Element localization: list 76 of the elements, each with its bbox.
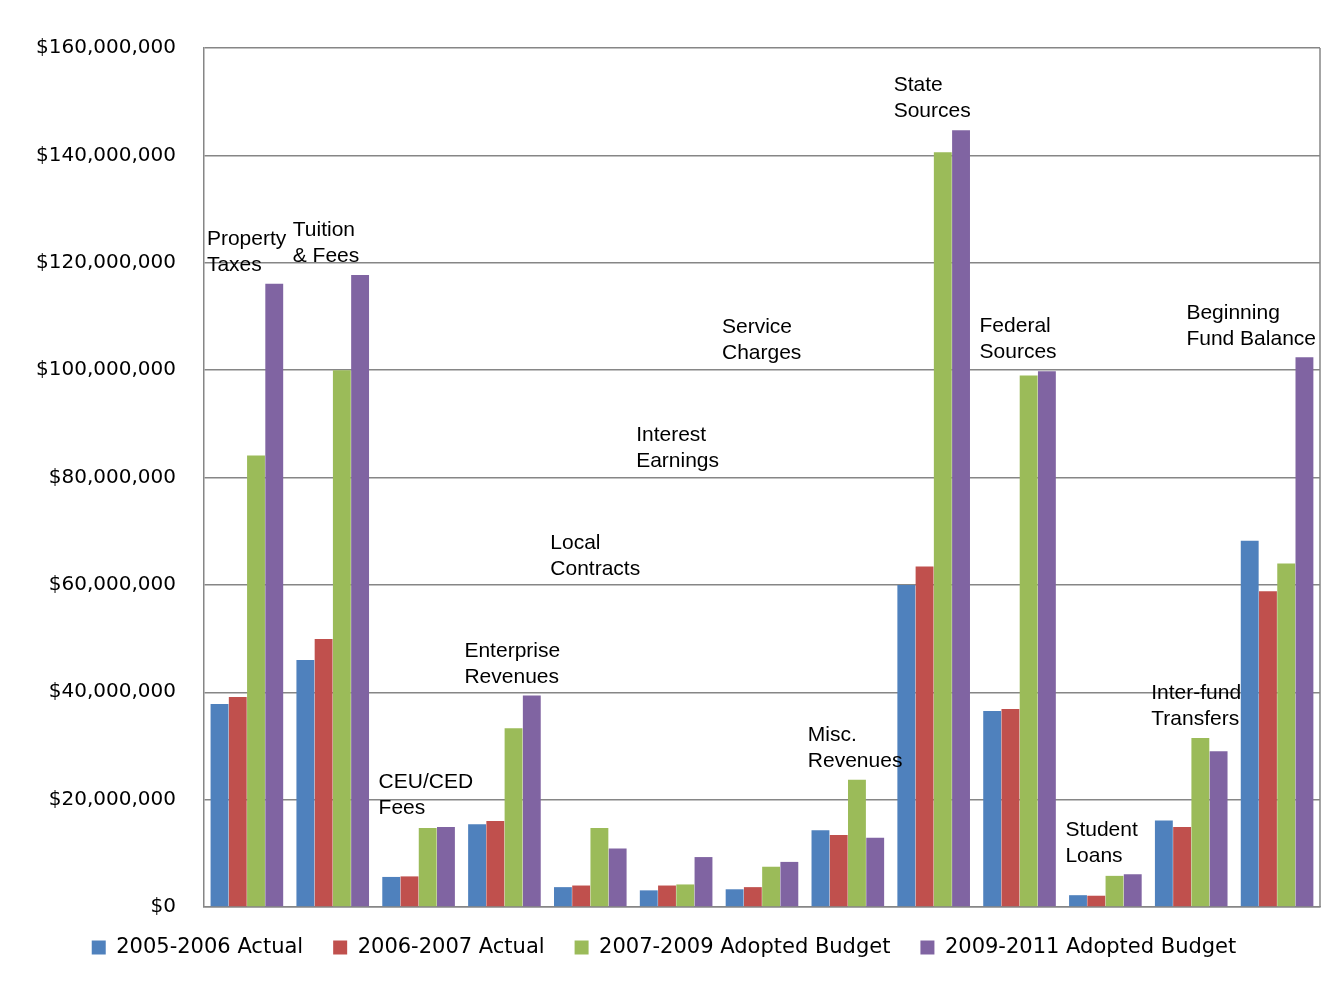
bar: [952, 130, 970, 907]
legend-label: 2005-2006 Actual: [116, 933, 304, 958]
x-tick-label: Enterprise Revenues: [464, 637, 561, 687]
y-tick-label: $60,000,000: [48, 571, 176, 596]
legend-label: 2007-2009 Adopted Budget: [599, 933, 891, 958]
bar: [1037, 371, 1056, 907]
bar: [829, 835, 848, 907]
bar: [676, 884, 695, 907]
bar: [608, 848, 627, 907]
x-tick-label: Student Loans: [1065, 816, 1138, 866]
x-tick-label: CEU/CED Fees: [378, 769, 474, 819]
x-tick-label: Beginning Fund Balance: [1186, 299, 1316, 349]
bar: [553, 887, 572, 907]
bar: [725, 889, 744, 907]
bar: [228, 697, 247, 907]
x-tick-label: Service Charges: [721, 313, 802, 363]
x-tick-label: Federal Sources: [979, 313, 1057, 363]
bar: [694, 857, 713, 907]
bar: [418, 828, 437, 907]
bar: [1191, 737, 1210, 907]
bar: [1001, 708, 1020, 907]
bar: [762, 866, 781, 907]
legend-label: 2006-2007 Actual: [357, 933, 545, 958]
bar: [468, 824, 487, 907]
y-tick-label: $0: [150, 893, 176, 918]
bar: [983, 711, 1002, 907]
y-tick-label: $20,000,000: [48, 785, 176, 810]
x-tick-label: State Sources: [893, 72, 971, 122]
y-tick-label: $100,000,000: [35, 356, 176, 381]
bar: [590, 828, 609, 907]
x-tick-label: Inter-fund Transfers: [1151, 680, 1242, 730]
bar: [504, 728, 523, 907]
bar: [296, 660, 315, 907]
bar: [1105, 875, 1124, 907]
bar: [1240, 540, 1259, 907]
bar: [811, 830, 830, 907]
bar: [743, 887, 762, 907]
bar: [1259, 591, 1277, 907]
x-tick-label: Local Contracts: [550, 529, 641, 579]
bar: [933, 152, 952, 907]
y-tick-label: $40,000,000: [48, 678, 176, 703]
bar: [915, 566, 934, 907]
bar: [210, 704, 229, 907]
bar: [351, 275, 370, 907]
bar: [1069, 895, 1087, 907]
legend-label: 2009-2011 Adopted Budget: [944, 933, 1237, 958]
bar: [1295, 357, 1314, 907]
bar: [314, 639, 333, 907]
bar: [780, 861, 799, 907]
bar: [1173, 827, 1192, 907]
bar: [1277, 563, 1296, 907]
bar: [382, 876, 401, 907]
bar: [848, 779, 866, 907]
bar: [486, 821, 505, 907]
bar: [437, 827, 455, 907]
bar: [1123, 874, 1142, 907]
bar: [522, 695, 541, 907]
x-tick-label: Property Taxes: [206, 225, 287, 275]
bar: [247, 455, 265, 907]
bar: [639, 890, 658, 907]
bar: [265, 283, 284, 907]
bar: [1154, 820, 1173, 907]
bar: [572, 885, 591, 907]
bar: [658, 885, 676, 907]
bar: [866, 837, 885, 907]
bar: [332, 370, 351, 907]
bar: [1209, 751, 1228, 907]
y-tick-label: $140,000,000: [35, 141, 176, 166]
y-tick-label: $80,000,000: [48, 463, 176, 488]
bar: [1087, 895, 1106, 907]
y-tick-label: $120,000,000: [35, 248, 176, 273]
y-tick-label: $160,000,000: [35, 34, 176, 59]
bar: [400, 876, 419, 907]
x-tick-label: Interest Earnings: [636, 421, 720, 471]
bar: [1019, 375, 1038, 907]
x-tick-label: Tuition & Fees: [292, 217, 360, 267]
